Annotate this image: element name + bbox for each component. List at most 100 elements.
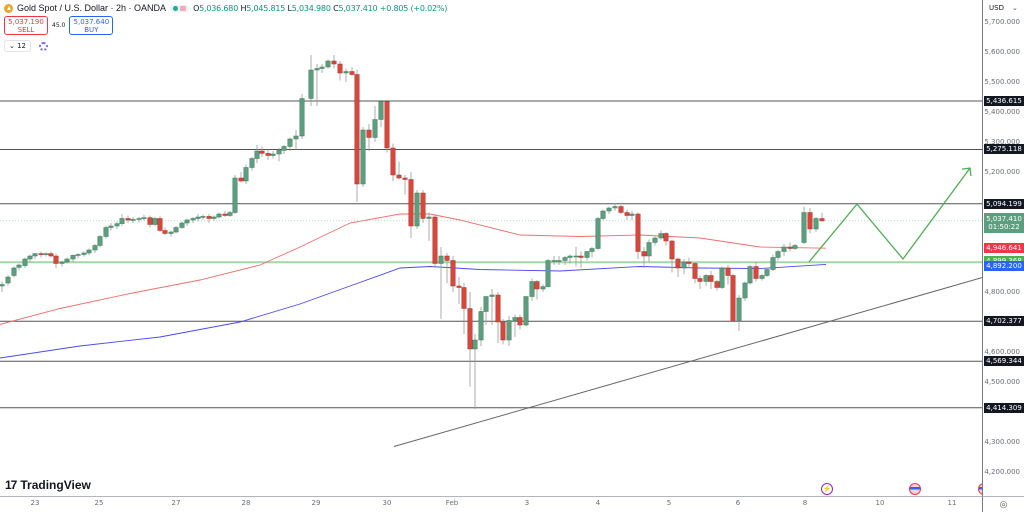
candle — [600, 209, 606, 220]
candle — [81, 251, 87, 257]
candle-body — [108, 225, 114, 228]
sell-button[interactable]: 5,037.190 SELL — [4, 16, 48, 35]
buy-button[interactable]: 5,037.640 BUY — [69, 16, 114, 35]
candle — [478, 307, 484, 346]
candle — [708, 271, 714, 289]
candle — [736, 295, 742, 331]
open-value: 5,036.680 — [199, 3, 239, 13]
trendline[interactable] — [393, 277, 982, 447]
candle-body — [692, 263, 698, 279]
settings-button[interactable]: ◎ — [982, 496, 1024, 512]
candle-body — [119, 218, 125, 224]
horizontal-levels[interactable] — [0, 100, 982, 409]
green-level-price-label: 4,899.368 — [984, 256, 1024, 267]
candle — [232, 175, 238, 214]
candle — [378, 100, 384, 127]
candle — [130, 217, 136, 223]
candle — [211, 215, 217, 221]
candle — [281, 145, 287, 154]
candle — [0, 281, 5, 292]
candle — [467, 292, 473, 387]
candle-body — [719, 267, 725, 288]
us-flag-icon[interactable] — [909, 483, 921, 495]
candle — [426, 212, 432, 241]
candle-body — [64, 258, 70, 263]
candle — [270, 151, 276, 159]
candle — [420, 190, 426, 223]
moving-averages — [0, 213, 827, 359]
candle-body — [11, 267, 17, 276]
candle — [16, 263, 22, 271]
candle-body — [663, 233, 669, 242]
candle-body — [366, 129, 372, 138]
candle — [663, 232, 669, 246]
loading-spinner-icon[interactable] — [39, 41, 48, 51]
candle-body — [819, 218, 825, 222]
time-tick: 5 — [666, 499, 672, 507]
arrow-head-icon — [961, 167, 972, 177]
time-axis[interactable]: 23 25 27 28 29 30 Feb 3 4 5 6 8 10 11 — [0, 496, 982, 512]
candle-body — [130, 219, 136, 221]
candle-body — [179, 222, 185, 228]
last-price-label: 5,037.410 01:50:22 — [984, 213, 1024, 233]
candle-body — [337, 63, 343, 74]
candle — [414, 190, 420, 229]
candle — [152, 217, 158, 226]
candle — [472, 334, 478, 409]
candle — [775, 250, 781, 261]
candle-body — [512, 317, 518, 321]
chart-plot-area[interactable] — [0, 0, 982, 496]
candle-body — [612, 206, 618, 209]
candle — [589, 247, 595, 258]
candle-body — [770, 257, 776, 270]
candle — [27, 254, 33, 262]
candle-body — [114, 223, 120, 227]
market-status-badge[interactable] — [170, 4, 190, 12]
candle — [450, 256, 456, 292]
candle — [506, 316, 512, 346]
candle — [787, 242, 793, 252]
chevron-down-icon: ⌄ — [1011, 4, 1018, 12]
candle-body — [276, 150, 282, 155]
candle-body — [43, 253, 49, 255]
candle-body — [646, 242, 652, 257]
candle-body — [314, 68, 320, 71]
candle — [319, 64, 325, 73]
candle — [32, 253, 38, 259]
symbol-legend: Gold Spot / U.S. Dollar · 2h · OANDA O5,… — [4, 3, 447, 13]
symbol-title[interactable]: Gold Spot / U.S. Dollar · 2h · OANDA — [17, 3, 167, 13]
price-axis[interactable]: USD ⌄ 5,700.000 5,600.000 5,500.000 5,400.00… — [982, 0, 1024, 496]
time-tick: 11 — [947, 499, 957, 507]
candle-body — [168, 231, 174, 234]
candle — [216, 212, 222, 219]
high-value: 5,045.815 — [246, 3, 286, 13]
high-label: H — [240, 3, 247, 13]
candle — [714, 280, 720, 291]
candle-body — [787, 246, 793, 249]
candle — [813, 217, 819, 232]
candle-body — [635, 213, 641, 252]
candle-body — [75, 254, 81, 256]
candle-body — [243, 167, 249, 182]
candle — [675, 257, 681, 277]
candle — [276, 148, 282, 162]
projection-zigzag-arrow[interactable] — [808, 167, 972, 263]
indicators-toggle-button[interactable]: ⌄ 12 — [4, 40, 31, 52]
candle-body — [308, 69, 314, 99]
currency-selector[interactable]: USD ⌄ — [989, 4, 1018, 12]
candle-body — [629, 213, 635, 216]
lightning-icon[interactable]: ⚡ — [821, 483, 833, 495]
candle-body — [48, 253, 54, 257]
candle — [801, 206, 807, 244]
tradingview-logo[interactable]: 17 TradingView — [5, 478, 91, 492]
candle — [249, 157, 255, 171]
price-tick: 4,300.000 — [984, 438, 1020, 446]
candle-body — [173, 227, 179, 233]
candle-body — [378, 101, 384, 120]
candle — [227, 211, 233, 217]
candle — [461, 283, 467, 334]
candle-body — [584, 251, 590, 258]
candle-body — [730, 275, 736, 321]
candle-body — [402, 177, 408, 180]
